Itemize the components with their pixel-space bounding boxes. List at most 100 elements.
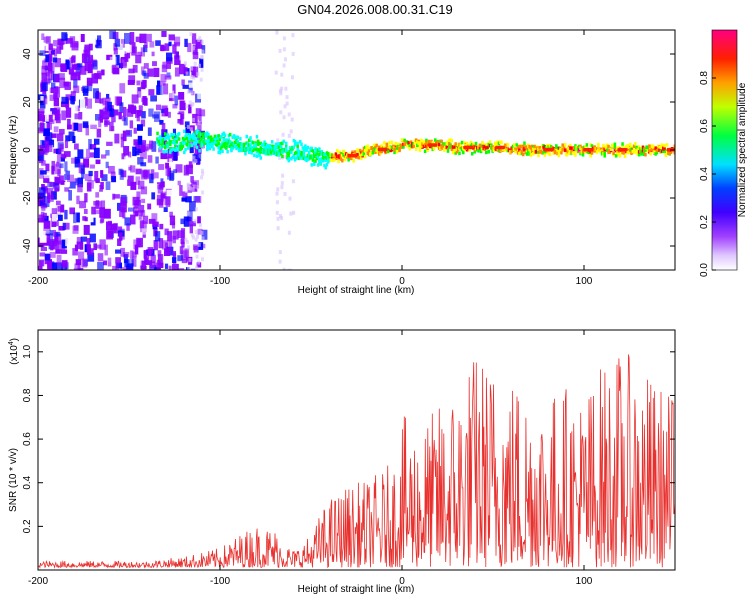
- colorbar-tick-label: 0.0: [699, 263, 710, 277]
- y-tick-label: 0: [22, 147, 33, 153]
- spectrogram-cell: [170, 133, 173, 138]
- spectrogram-cell: [203, 132, 206, 136]
- spectrogram-cell: [637, 145, 641, 149]
- spectrogram-cell: [518, 151, 521, 156]
- spectrogram-cell: [273, 148, 277, 152]
- spectrogram-cell: [94, 72, 101, 79]
- spectrogram-cell: [269, 148, 273, 153]
- spectrogram-cell: [338, 153, 341, 158]
- spectrogram-cell: [341, 158, 344, 163]
- spectrogram-cell: [538, 149, 541, 154]
- spectrogram-cell: [664, 153, 668, 157]
- spectrogram-cell: [282, 148, 285, 153]
- spectrogram-cell: [304, 147, 307, 151]
- spectrogram-cell: [487, 150, 491, 154]
- spectrogram-cell: [201, 45, 206, 54]
- spectrogram-cell: [43, 196, 50, 208]
- spectrogram-cell: [342, 153, 345, 157]
- spectrogram-cell: [290, 75, 294, 80]
- spectrogram-cell: [209, 143, 213, 147]
- spectrogram-cell: [226, 143, 229, 147]
- spectrogram-cell: [169, 150, 172, 154]
- spectrogram-cell: [276, 151, 279, 156]
- spectrogram-cell: [123, 146, 130, 156]
- spectrogram-cell: [168, 41, 172, 47]
- spectrogram-cell: [189, 142, 194, 154]
- spectrogram-cell: [272, 148, 275, 153]
- spectrogram-cell: [104, 120, 110, 126]
- spectrogram-cell: [128, 151, 132, 158]
- spectrogram-cell: [493, 141, 497, 146]
- spectrogram-cell: [64, 81, 71, 90]
- spectrogram-cell: [60, 204, 65, 213]
- spectrogram-cell: [528, 152, 531, 156]
- spectrogram-cell: [173, 42, 180, 47]
- spectrogram-cell: [146, 237, 151, 248]
- spectrogram-cell: [306, 157, 310, 162]
- spectrogram-cell: [168, 241, 173, 252]
- spectrogram-cell: [532, 147, 535, 152]
- spectrogram-cell: [307, 156, 311, 161]
- spectrogram-cell: [200, 257, 204, 262]
- spectrogram-cell: [185, 127, 192, 136]
- spectrogram-cell: [311, 149, 315, 153]
- spectrogram-cell: [338, 150, 341, 155]
- spectrogram-cell: [104, 244, 108, 256]
- spectrogram-cell: [255, 147, 259, 152]
- spectrogram-cell: [138, 214, 142, 220]
- spectrogram-cell: [46, 71, 50, 79]
- spectrogram-cell: [127, 79, 135, 85]
- spectrogram-cell: [482, 146, 485, 151]
- spectrogram-x-axis-title: Height of straight line (km): [298, 285, 415, 296]
- spectrogram-cell: [179, 246, 184, 255]
- spectrogram-cell: [347, 155, 350, 160]
- spectrogram-cell: [76, 195, 80, 205]
- spectrogram-cell: [190, 90, 194, 95]
- spectrogram-cell: [73, 79, 78, 88]
- spectrogram-cell: [425, 140, 428, 145]
- spectrogram-cell: [106, 93, 110, 99]
- spectrogram-cell: [164, 263, 169, 269]
- spectrogram-cell: [361, 149, 364, 154]
- x-tick-label: 100: [576, 276, 593, 287]
- spectrogram-cell: [264, 146, 268, 151]
- spectrogram-cell: [167, 136, 171, 140]
- spectrogram-cell: [167, 175, 171, 180]
- spectrogram-cell: [151, 141, 157, 152]
- spectrogram-cell: [440, 139, 443, 144]
- spectrogram-cell: [377, 145, 381, 149]
- spectrogram-cell: [289, 211, 293, 216]
- spectrogram-cell: [343, 151, 347, 155]
- spectrogram-cell: [278, 48, 282, 53]
- spectrogram-cell: [177, 268, 185, 270]
- spectrogram-cell: [298, 139, 302, 144]
- spectrogram-cell: [61, 239, 67, 249]
- spectrogram-cell: [347, 158, 350, 162]
- spectrogram-cell: [445, 141, 448, 145]
- spectrogram-cell: [137, 210, 144, 216]
- spectrogram-cell: [188, 100, 192, 105]
- spectrogram-cell: [59, 77, 66, 89]
- spectrogram-cell: [136, 237, 144, 248]
- spectrogram-cell: [602, 146, 605, 150]
- spectrogram-cell: [234, 135, 237, 139]
- spectrogram-cell: [102, 107, 108, 115]
- snr-y-ticks: 0.20.40.60.81.0: [22, 344, 675, 533]
- spectrogram-cell: [55, 231, 61, 237]
- spectrogram-cell: [337, 159, 340, 164]
- spectrogram-cell: [623, 154, 627, 159]
- spectrogram-cell: [160, 191, 168, 200]
- spectrogram-cell: [167, 118, 175, 128]
- spectrogram-cell: [551, 145, 554, 150]
- spectrogram-cell: [133, 139, 140, 146]
- spectrogram-cell: [390, 148, 394, 152]
- spectrogram-cell: [495, 142, 498, 147]
- spectrogram-cell: [86, 98, 93, 109]
- spectrogram-cell: [179, 53, 184, 61]
- spectrogram-cell: [86, 237, 91, 249]
- spectrogram-cell: [603, 151, 606, 156]
- spectrogram-cell: [366, 144, 370, 149]
- spectrogram-cell: [574, 153, 577, 157]
- spectrogram-cell: [80, 164, 86, 175]
- spectrogram-cell: [132, 256, 137, 267]
